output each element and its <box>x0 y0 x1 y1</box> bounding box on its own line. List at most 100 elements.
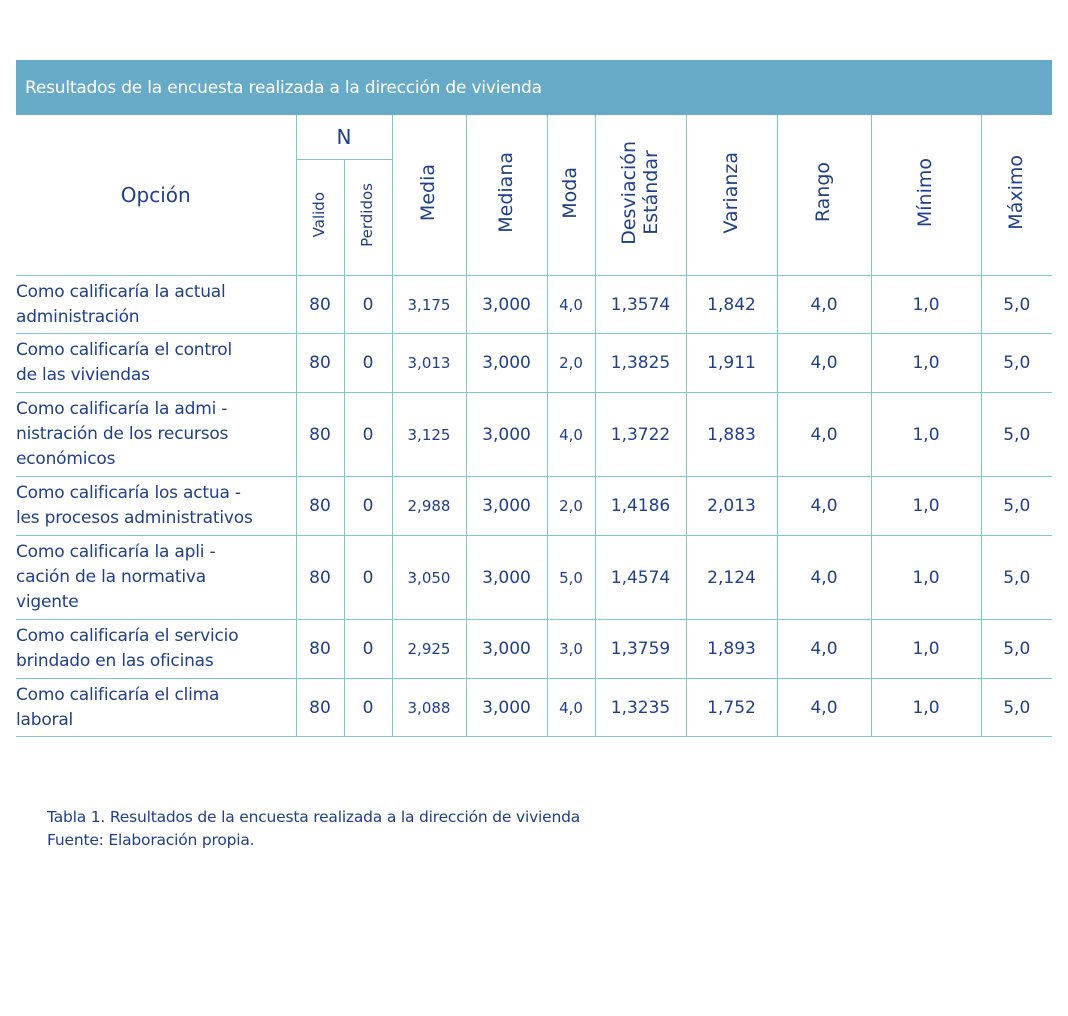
perdidos-cell: 0 <box>343 392 393 477</box>
desviacion-cell: 1,4574 <box>594 535 687 620</box>
header-perdidos: Perdidos <box>343 159 392 276</box>
media-cell: 2,988 <box>391 476 467 536</box>
rango-cell: 4,0 <box>776 333 872 393</box>
minimo-cell: 1,0 <box>870 476 982 536</box>
header-media: Media <box>391 115 467 276</box>
perdidos-cell: 0 <box>343 476 393 536</box>
moda-cell: 4,0 <box>546 678 596 737</box>
minimo-cell: 1,0 <box>870 619 982 679</box>
rango-cell: 4,0 <box>776 476 872 536</box>
caption-title: Tabla 1. Resultados de la encuesta reali… <box>47 808 581 826</box>
desviacion-cell: 1,3235 <box>594 678 687 737</box>
maximo-cell: 5,0 <box>980 333 1052 393</box>
varianza-cell: 1,752 <box>685 678 778 737</box>
minimo-cell: 1,0 <box>870 275 982 334</box>
rango-cell: 4,0 <box>776 392 872 477</box>
desviacion-cell: 1,3574 <box>594 275 687 334</box>
perdidos-cell: 0 <box>343 275 393 334</box>
mediana-cell: 3,000 <box>465 476 548 536</box>
valido-cell: 80 <box>295 392 345 477</box>
varianza-cell: 1,911 <box>685 333 778 393</box>
table-row: Como calificaría el clima laboral 80 0 3,… <box>16 678 1052 737</box>
header-desviacion: Desviación Estándar <box>594 115 687 276</box>
option-cell: Como calificaría el control de las vivien… <box>16 333 297 393</box>
maximo-cell: 5,0 <box>980 535 1052 620</box>
moda-cell: 2,0 <box>546 333 596 393</box>
mediana-cell: 3,000 <box>465 619 548 679</box>
perdidos-cell: 0 <box>343 535 393 620</box>
maximo-cell: 5,0 <box>980 476 1052 536</box>
caption-source: Fuente: Elaboración propia. <box>47 831 255 849</box>
mediana-cell: 3,000 <box>465 333 548 393</box>
option-cell: Como calificaría la apli - cación de la n… <box>16 535 297 620</box>
survey-results-table: Opción N Media Mediana Moda Desviación Es… <box>16 115 1052 737</box>
option-cell: Como calificaría el servicio brindado en … <box>16 619 297 679</box>
maximo-cell: 5,0 <box>980 678 1052 737</box>
valido-cell: 80 <box>295 678 345 737</box>
rango-cell: 4,0 <box>776 678 872 737</box>
mediana-cell: 3,000 <box>465 678 548 737</box>
valido-cell: 80 <box>295 333 345 393</box>
table-caption: Tabla 1. Resultados de la encuesta reali… <box>47 806 580 852</box>
maximo-cell: 5,0 <box>980 275 1052 334</box>
option-cell: Como calificaría la admi - nistración de … <box>16 392 297 477</box>
header-maximo: Máximo <box>980 115 1052 276</box>
minimo-cell: 1,0 <box>870 392 982 477</box>
table-row: Como calificaría la actual administración… <box>16 275 1052 334</box>
desviacion-cell: 1,3722 <box>594 392 687 477</box>
maximo-cell: 5,0 <box>980 392 1052 477</box>
varianza-cell: 1,842 <box>685 275 778 334</box>
varianza-cell: 1,893 <box>685 619 778 679</box>
moda-cell: 2,0 <box>546 476 596 536</box>
perdidos-cell: 0 <box>343 619 393 679</box>
minimo-cell: 1,0 <box>870 535 982 620</box>
header-rango: Rango <box>776 115 872 276</box>
media-cell: 3,175 <box>391 275 467 334</box>
media-cell: 3,013 <box>391 333 467 393</box>
table-row: Como calificaría la admi - nistración de … <box>16 392 1052 477</box>
header-minimo: Mínimo <box>870 115 982 276</box>
desviacion-cell: 1,4186 <box>594 476 687 536</box>
valido-cell: 80 <box>295 476 345 536</box>
moda-cell: 4,0 <box>546 392 596 477</box>
valido-cell: 80 <box>295 535 345 620</box>
option-cell: Como calificaría los actua - les procesos… <box>16 476 297 536</box>
header-moda: Moda <box>546 115 596 276</box>
varianza-cell: 2,124 <box>685 535 778 620</box>
rango-cell: 4,0 <box>776 275 872 334</box>
rango-cell: 4,0 <box>776 619 872 679</box>
table-row: Como calificaría el control de las vivien… <box>16 333 1052 393</box>
mediana-cell: 3,000 <box>465 535 548 620</box>
minimo-cell: 1,0 <box>870 333 982 393</box>
option-cell: Como calificaría el clima laboral <box>16 678 297 737</box>
varianza-cell: 2,013 <box>685 476 778 536</box>
maximo-cell: 5,0 <box>980 619 1052 679</box>
mediana-cell: 3,000 <box>465 392 548 477</box>
option-cell: Como calificaría la actual administración <box>16 275 297 334</box>
media-cell: 3,050 <box>391 535 467 620</box>
header-opcion: Opción <box>16 115 297 276</box>
varianza-cell: 1,883 <box>685 392 778 477</box>
minimo-cell: 1,0 <box>870 678 982 737</box>
header-n: N <box>295 115 393 160</box>
rango-cell: 4,0 <box>776 535 872 620</box>
perdidos-cell: 0 <box>343 333 393 393</box>
table-row: Como calificaría los actua - les procesos… <box>16 476 1052 536</box>
table-row: Como calificaría la apli - cación de la n… <box>16 535 1052 620</box>
table-title-banner: Resultados de la encuesta realizada a la… <box>16 60 1052 115</box>
header-mediana: Mediana <box>465 115 548 276</box>
moda-cell: 4,0 <box>546 275 596 334</box>
valido-cell: 80 <box>295 275 345 334</box>
media-cell: 3,088 <box>391 678 467 737</box>
table-row: Como calificaría el servicio brindado en … <box>16 619 1052 679</box>
valido-cell: 80 <box>295 619 345 679</box>
media-cell: 2,925 <box>391 619 467 679</box>
header-valido: Valido <box>296 159 345 276</box>
desviacion-cell: 1,3759 <box>594 619 687 679</box>
moda-cell: 3,0 <box>546 619 596 679</box>
mediana-cell: 3,000 <box>465 275 548 334</box>
perdidos-cell: 0 <box>343 678 393 737</box>
header-varianza: Varianza <box>685 115 778 276</box>
desviacion-cell: 1,3825 <box>594 333 687 393</box>
media-cell: 3,125 <box>391 392 467 477</box>
